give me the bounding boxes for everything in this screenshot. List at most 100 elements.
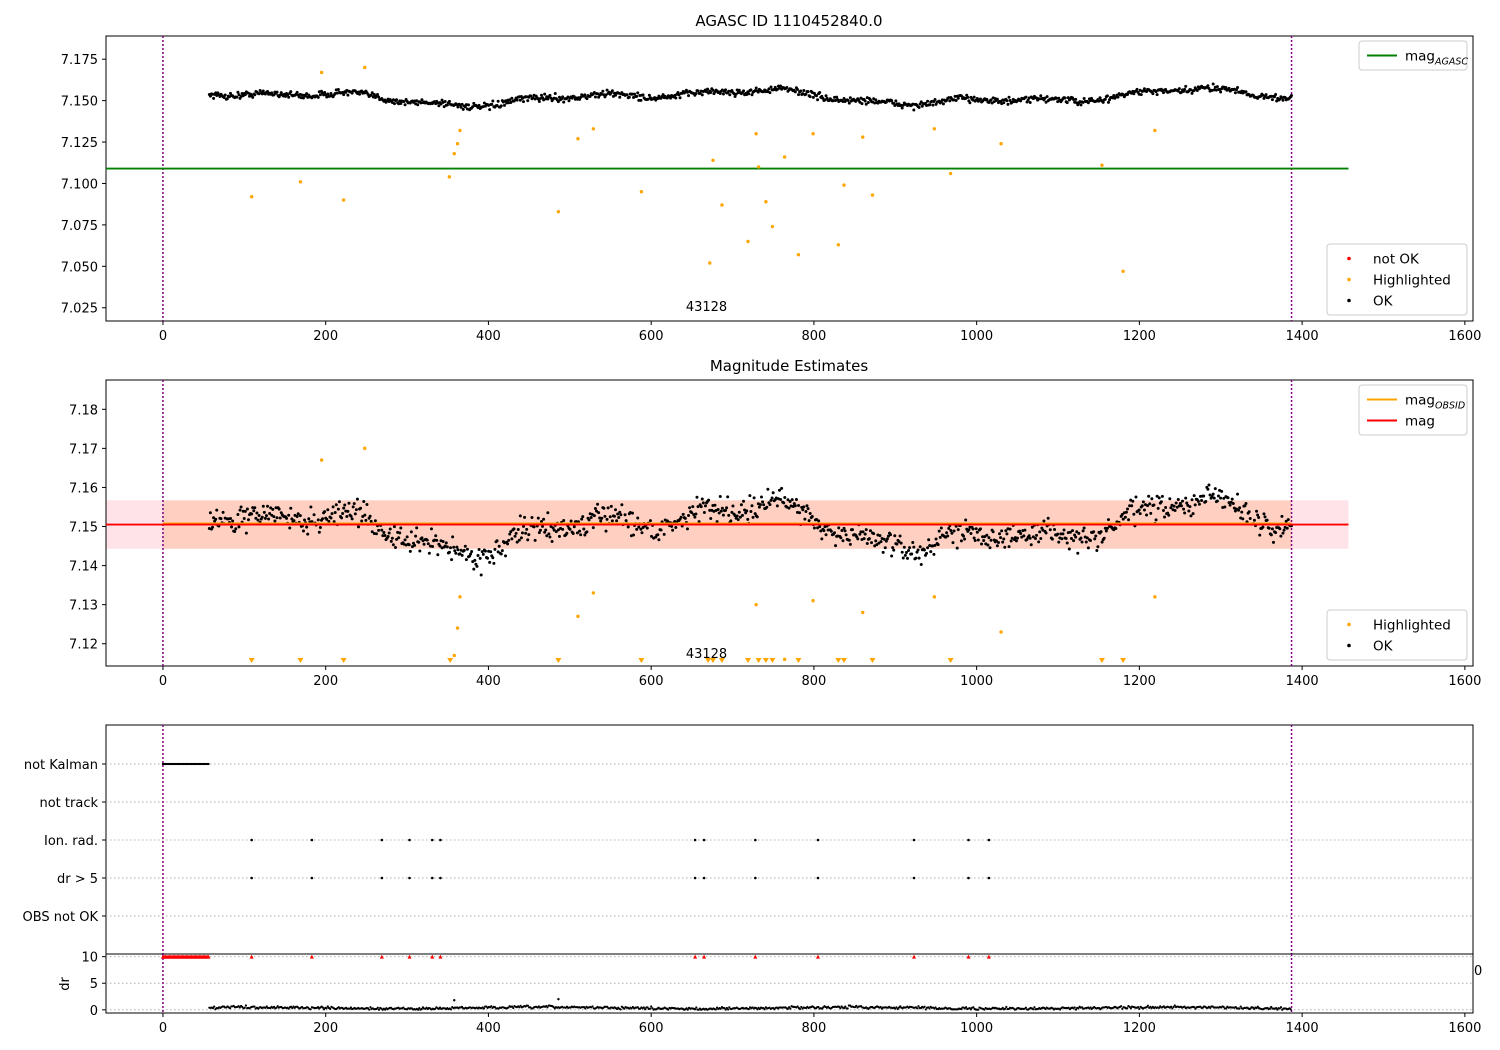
ok-point (972, 536, 976, 540)
y-tick-label: 7.150 (61, 95, 98, 110)
ok-point (798, 511, 802, 515)
ok-point (403, 538, 407, 542)
ok-point (1079, 103, 1083, 107)
dr-point (1044, 1007, 1047, 1011)
ok-point (1099, 530, 1103, 534)
ok-point (359, 506, 363, 510)
capped-dr-marker (911, 954, 916, 959)
ok-point (517, 538, 521, 542)
ok-point (316, 95, 320, 99)
ok-point (1191, 512, 1195, 516)
ok-point (620, 503, 624, 507)
ok-point (244, 531, 248, 535)
ok-point (1005, 99, 1009, 103)
not-kalman-point (207, 762, 210, 766)
ok-point (394, 545, 398, 549)
highlighted-point (341, 198, 346, 202)
ok-point (606, 506, 610, 510)
ok-point (593, 95, 597, 99)
ok-point (496, 550, 500, 554)
ok-point (221, 510, 225, 514)
ok-point (1044, 531, 1048, 535)
ok-point (565, 531, 569, 535)
ok-point (256, 518, 260, 522)
dr-point (591, 1005, 594, 1008)
ok-point (612, 514, 616, 518)
ok-point (211, 525, 215, 529)
ok-point (812, 526, 816, 530)
ok-point (336, 507, 340, 511)
ok-point (1048, 528, 1052, 532)
ok-point (518, 98, 522, 102)
dr-point (977, 1008, 980, 1011)
ok-point (987, 536, 991, 540)
ok-point (1044, 100, 1048, 104)
highlighted-point (639, 190, 644, 194)
dr-point (1033, 1006, 1036, 1009)
ok-point (557, 534, 561, 538)
ok-point (469, 552, 473, 556)
ok-point (1077, 531, 1081, 535)
ok-point (1192, 494, 1196, 498)
highlighted-point (720, 203, 724, 207)
ok-point (519, 536, 523, 540)
ok-point (1060, 537, 1064, 541)
ok-point (483, 549, 487, 553)
ok-point (251, 95, 255, 99)
ok-point (1008, 527, 1012, 531)
ok-point (1074, 97, 1078, 101)
ok-point (1105, 94, 1109, 98)
ok-point (1282, 528, 1286, 532)
dr-point (1005, 1005, 1008, 1009)
ok-point (674, 96, 678, 100)
ok-point (727, 89, 731, 93)
ok-point (1208, 493, 1212, 497)
ok-point (340, 516, 344, 520)
x-tick-label: 800 (801, 329, 826, 344)
ok-point (816, 98, 820, 102)
ok-point (306, 532, 310, 536)
ok-point (593, 507, 597, 511)
ok-point (287, 95, 291, 99)
ok-point (594, 509, 598, 513)
dr-point (646, 1006, 649, 1009)
ok-point (1160, 494, 1164, 498)
dr-point (1289, 1008, 1292, 1011)
ok-point (420, 536, 424, 540)
ok-point (1215, 499, 1219, 503)
dr-point (369, 1006, 372, 1009)
y-tick-label: 7.14 (69, 560, 98, 575)
ok-point (701, 501, 705, 505)
dr-point (368, 1008, 371, 1011)
ok-point (1223, 505, 1227, 509)
ok-point (253, 93, 257, 97)
axes-frame (105, 379, 1474, 667)
ok-point (466, 103, 470, 107)
ok-point (562, 518, 566, 522)
ok-point (1112, 93, 1116, 97)
ok-point (1156, 506, 1160, 510)
ok-point (1197, 502, 1201, 506)
ok-point (1002, 101, 1006, 105)
ok-point (236, 513, 240, 517)
ok-point (756, 90, 760, 94)
ok-point (630, 92, 634, 96)
ok-point (918, 545, 922, 549)
ok-point (1236, 86, 1240, 90)
ok-point (949, 528, 953, 532)
ok-point (398, 531, 402, 535)
dr-point (1121, 1007, 1124, 1010)
ok-point (1008, 99, 1012, 103)
ok-point (476, 553, 480, 557)
ok-point (383, 533, 387, 537)
ok-point (472, 567, 476, 571)
highlighted-point (999, 630, 1003, 634)
ok-point (328, 94, 332, 98)
highlighted-point (556, 209, 561, 214)
ok-point (549, 524, 553, 528)
ok-point (533, 538, 537, 542)
ok-point (416, 103, 420, 107)
highlighted-point (1153, 128, 1157, 133)
ok-point (688, 506, 692, 510)
ok-point (377, 95, 381, 99)
